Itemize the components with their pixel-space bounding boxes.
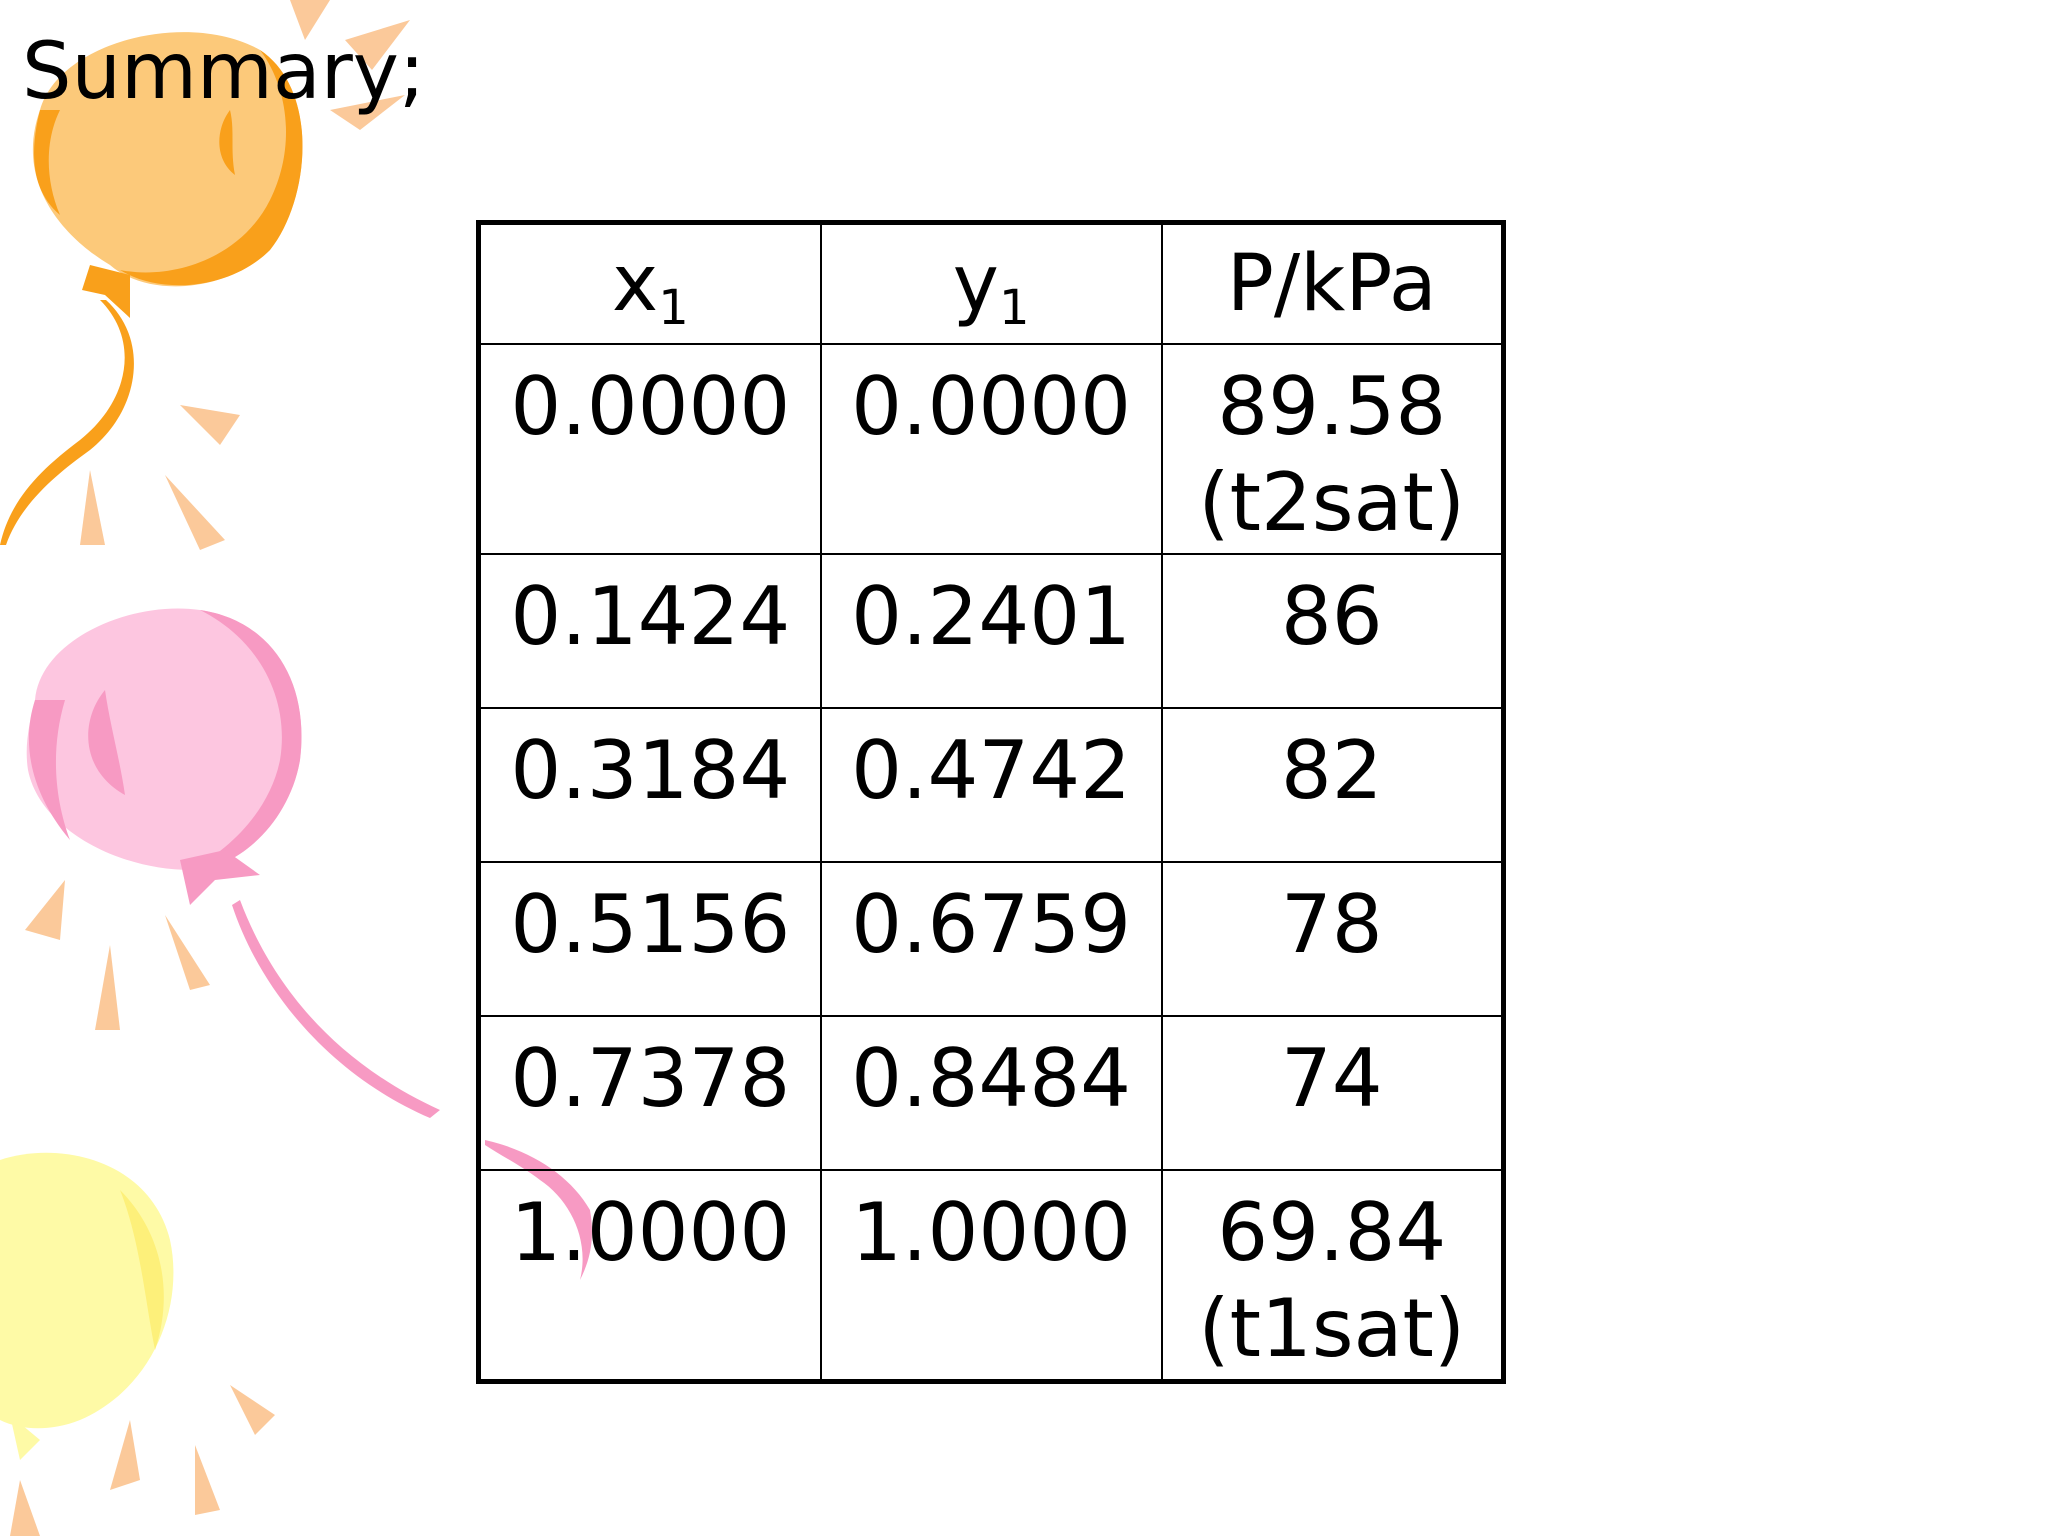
table-header-row: x1 y1 P/kPa — [477, 221, 1505, 345]
cell-pressure: 78 — [1160, 861, 1505, 1017]
table-row: 0.0000 0.0000 89.58 (t2sat) — [477, 343, 1505, 555]
cell-pressure: 69.84 (t1sat) — [1160, 1169, 1505, 1383]
cell-x1: 0.7378 — [477, 1015, 822, 1171]
table-row: 0.5156 0.6759 78 — [477, 861, 1505, 1017]
table-row: 0.7378 0.8484 74 — [477, 1015, 1505, 1171]
yellow-balloon-icon — [0, 1152, 275, 1536]
header-x1: x1 — [477, 221, 822, 345]
cell-y1: 0.8484 — [819, 1015, 1163, 1171]
cell-y1: 0.0000 — [819, 343, 1163, 555]
cell-x1: 0.1424 — [477, 553, 822, 709]
header-pressure: P/kPa — [1160, 221, 1505, 345]
cell-pressure: 89.58 (t2sat) — [1160, 343, 1505, 555]
cell-y1: 0.4742 — [819, 707, 1163, 863]
cell-y1: 0.2401 — [819, 553, 1163, 709]
header-y1: y1 — [819, 221, 1163, 345]
cell-y1: 1.0000 — [819, 1169, 1163, 1383]
cell-pressure: 86 — [1160, 553, 1505, 709]
cell-pressure: 82 — [1160, 707, 1505, 863]
slide-title: Summary; — [22, 27, 426, 117]
cell-y1: 0.6759 — [819, 861, 1163, 1017]
summary-table: x1 y1 P/kPa 0.0000 0.0000 89.58 (t2sat) 0… — [476, 220, 1506, 1384]
table-row: 0.1424 0.2401 86 — [477, 553, 1505, 709]
cell-pressure: 74 — [1160, 1015, 1505, 1171]
table-row: 0.3184 0.4742 82 — [477, 707, 1505, 863]
cell-x1: 0.5156 — [477, 861, 822, 1017]
cell-x1: 1.0000 — [477, 1169, 822, 1383]
cell-x1: 0.3184 — [477, 707, 822, 863]
cell-x1: 0.0000 — [477, 343, 822, 555]
table-row: 1.0000 1.0000 69.84 (t1sat) — [477, 1169, 1505, 1383]
